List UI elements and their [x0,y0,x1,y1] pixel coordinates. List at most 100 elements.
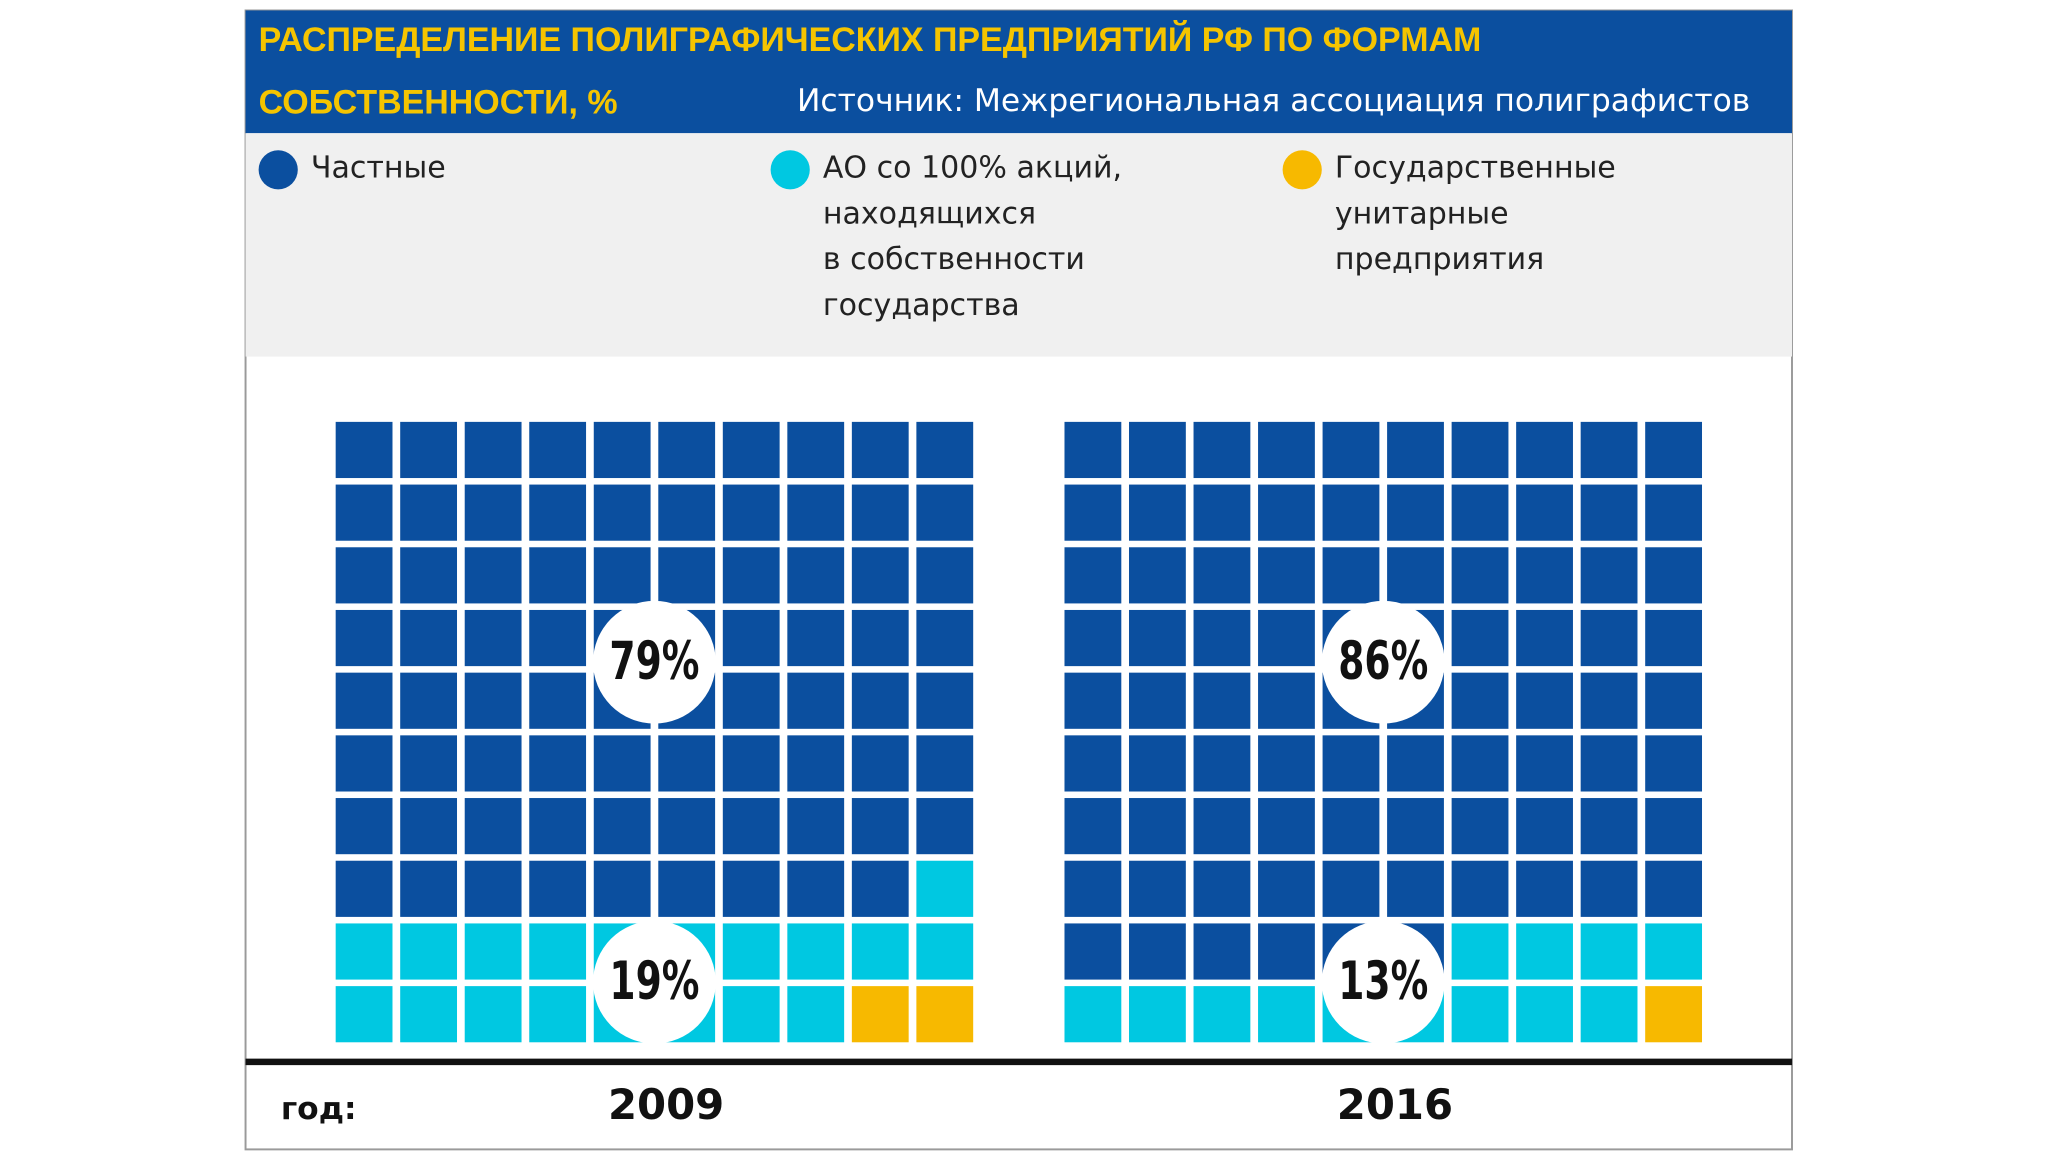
waffle-cell [1258,672,1315,729]
header-band [245,10,1792,134]
waffle-cell [1258,609,1315,667]
waffle-cell [787,860,845,917]
waffle-cell [1387,860,1444,917]
waffle-cell [1516,923,1573,980]
waffle-cell [1645,484,1703,541]
waffle-cell [529,735,587,792]
waffle-cell [464,923,522,980]
waffle-cell [658,484,716,541]
waffle-cell [851,421,909,479]
waffle-cell [1258,484,1315,541]
label-circle [1321,920,1445,1044]
waffle-cell [1645,672,1703,729]
waffle-cell [658,547,716,604]
waffle-cell [851,735,909,792]
waffle-cell [916,672,974,729]
waffle-cell [529,923,587,980]
waffle-cell [335,860,393,917]
waffle-cell [529,609,587,667]
waffle-cell [1193,735,1251,792]
waffle-cell [658,860,716,917]
waffle-cell [787,923,845,980]
waffle-cell [851,672,909,729]
value-label: 86% [1338,631,1428,692]
waffle-cell [1322,484,1380,541]
waffle-cell [1516,484,1573,541]
waffle-cell [1322,735,1380,792]
waffle-cell [1193,986,1251,1043]
waffle-cell [1064,923,1122,980]
waffle-cell [1258,860,1315,917]
waffle-cell [1580,484,1638,541]
waffle-cell [1129,547,1186,604]
waffle-cell [1129,735,1186,792]
waffle-cell [464,798,522,855]
waffle-cell [851,609,909,667]
waffle-cell [400,923,458,980]
waffle-cell [658,798,716,855]
waffle-cell [529,484,587,541]
value-label: 79% [609,631,699,692]
waffle-cell [916,735,974,792]
waffle-cell [1193,798,1251,855]
waffle-cell [593,484,651,541]
waffle-cell [1516,735,1573,792]
legend-text-box: Государственные унитарные предприятия [1335,152,1616,277]
waffle-cell [787,798,845,855]
waffle-cell [464,484,522,541]
waffle-cell [1193,609,1251,667]
waffle-cell [400,547,458,604]
waffle-cell [1322,798,1380,855]
waffle-cell [335,609,393,667]
waffle-cell [593,798,651,855]
legend-band [245,133,1792,357]
waffle-cell [593,547,651,604]
legend-label: Частные [310,151,446,186]
waffle-cell [335,735,393,792]
waffle-cell [658,735,716,792]
waffle-cell [1258,923,1315,980]
waffle-cell [335,986,393,1043]
x-tick-label: 2016 [1337,1080,1453,1129]
waffle-cell [1258,986,1315,1043]
waffle-cell [1645,860,1703,917]
waffle-cell [1129,609,1186,667]
waffle-cell [1064,735,1122,792]
waffle-cell [1645,798,1703,855]
waffle-cell [464,672,522,729]
waffle-cell [529,860,587,917]
chart-subtitle: Источник: Межрегиональная ассоциация пол… [797,83,1750,119]
waffle-cell [1129,860,1186,917]
waffle-cell [1064,986,1122,1043]
waffle-cell [787,609,845,667]
waffle-cell [1451,421,1509,479]
label-circle [593,920,716,1044]
waffle-cell [1064,547,1122,604]
waffle-cell [400,798,458,855]
value-label: 13% [1338,951,1428,1012]
waffle-cell [464,735,522,792]
waffle-cell [1645,923,1703,980]
waffle-cell [851,484,909,541]
waffle-cell [1258,798,1315,855]
x-axis-label: год: [281,1091,357,1127]
value-label: 19% [609,951,699,1012]
waffle-cell [1451,484,1509,541]
waffle-cell [722,923,780,980]
legend-text-box: АО со 100% акций, находящихся в собствен… [823,152,1122,323]
waffle-cell [335,798,393,855]
waffle-cell [1451,735,1509,792]
waffle-cell [1451,923,1509,980]
waffle-cell [593,735,651,792]
waffle-cell [1193,923,1251,980]
waffle-cell [464,609,522,667]
waffle-cell [1645,986,1703,1043]
waffle-cell [529,986,587,1043]
waffle-cell [1064,609,1122,667]
waffle-cell [1193,860,1251,917]
legend-swatch [258,150,298,190]
x-tick-label: 2009 [608,1080,724,1129]
waffle-cell [787,484,845,541]
waffle-cell [1387,798,1444,855]
